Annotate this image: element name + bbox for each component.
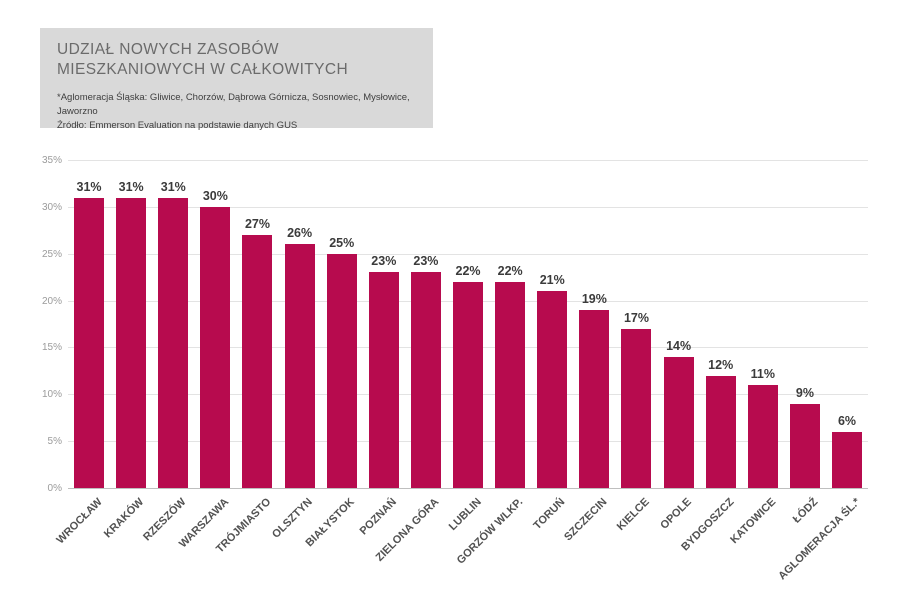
footnote-aglomeracja: *Aglomeracja Śląska: Gliwice, Chorzów, D… [57, 92, 410, 117]
bar-value-label: 25% [329, 235, 355, 250]
bar-value-label: 23% [413, 254, 439, 269]
bar [116, 197, 147, 488]
bar-value-label: 30% [202, 188, 228, 203]
bar-value-label: 31% [118, 179, 144, 194]
bar-slot: 23% [363, 160, 405, 488]
chart-title-line-1: UDZIAŁ NOWYCH ZASOBÓW [57, 41, 279, 58]
y-tick-label: 10% [41, 389, 62, 401]
bar-slot: 31% [68, 160, 110, 488]
chart-title: UDZIAŁ NOWYCH ZASOBÓW MIESZKANIOWYCH W C… [57, 40, 416, 80]
gridline [68, 206, 868, 208]
y-tick-label: 0% [47, 483, 62, 494]
bar-slot: 6% [826, 160, 868, 488]
bar-slot: 23% [405, 160, 447, 488]
bar-chart: 35% 30% 25% 20% 15% 10% 5% 0% 31% 31% 31% 30% 27% 26%… [36, 150, 868, 614]
y-tick-label: 30% [41, 201, 62, 213]
bar [537, 291, 568, 488]
bar-value-label: 21% [539, 273, 565, 288]
bar-slot: 26% [279, 160, 321, 488]
bar [495, 281, 526, 488]
bar-value-label: 27% [244, 216, 270, 231]
y-tick-label: 15% [41, 342, 62, 354]
bar-value-label: 19% [581, 291, 607, 306]
bar [242, 234, 273, 488]
x-axis-baseline [68, 488, 868, 489]
bar-slot: 19% [573, 160, 615, 488]
bar-value-label: 6% [837, 413, 857, 428]
bar [663, 356, 694, 488]
bar [747, 384, 778, 488]
bar-value-label: 31% [160, 179, 186, 194]
bar-value-label: 14% [666, 338, 692, 353]
y-tick-label: 20% [41, 295, 62, 307]
x-category-label: KRAKÓW [102, 496, 147, 541]
bar [326, 253, 357, 488]
bar-slot: 22% [447, 160, 489, 488]
x-category-label: POZNAŃ [357, 496, 400, 538]
bar-slot: 25% [321, 160, 363, 488]
bar-value-label: 12% [708, 357, 734, 372]
bar-value-label: 9% [795, 385, 814, 400]
bar-value-label: 31% [76, 179, 102, 194]
x-category-label: OPOLE [658, 496, 695, 532]
bar [621, 328, 652, 488]
x-category-label: ŁÓDŹ [790, 496, 821, 526]
x-category-label: AGLOMERACJA ŚL.* [776, 496, 863, 583]
bar [200, 206, 231, 488]
bar-slot: 30% [194, 160, 236, 488]
gridline [68, 160, 868, 161]
bar-slot: 12% [700, 160, 742, 488]
bar [284, 244, 315, 488]
x-category-label: LUBLIN [446, 496, 484, 534]
bar-slot: 31% [110, 160, 152, 488]
bar-slot: 14% [658, 160, 700, 488]
bar [410, 272, 441, 488]
bar-slot: 27% [236, 160, 278, 488]
y-tick-label: 25% [41, 248, 62, 260]
bar [453, 281, 484, 488]
gridline [68, 253, 868, 255]
bar-slot: 9% [784, 160, 826, 488]
bar-value-label: 11% [750, 366, 775, 381]
y-tick-label: 35% [41, 155, 62, 166]
bar-slot: 22% [489, 160, 531, 488]
bar-value-label: 22% [455, 263, 481, 278]
bar-slot: 21% [531, 160, 573, 488]
bar-value-label: 17% [623, 310, 649, 325]
bar [368, 272, 399, 488]
chart-header-box: UDZIAŁ NOWYCH ZASOBÓW MIESZKANIOWYCH W C… [40, 28, 433, 131]
bar-slot: 31% [152, 160, 194, 488]
x-category-label: KIELCE [614, 496, 652, 534]
x-category-label: WROCŁAW [54, 496, 105, 547]
x-category-label: TORUŃ [531, 496, 568, 533]
footnote-source: Źródło: Emmerson Evaluation na podstawie… [57, 120, 298, 131]
bar-value-label: 23% [371, 254, 397, 269]
bar [705, 375, 736, 488]
chart-footnote: *Aglomeracja Śląska: Gliwice, Chorzów, D… [57, 91, 416, 133]
bars-container: 31% 31% 31% 30% 27% 26% 25% 23% 23% 22% 22% 21% 19% 1… [68, 160, 868, 488]
bar [832, 431, 863, 488]
bar-slot: 17% [615, 160, 657, 488]
bar-slot: 11% [742, 160, 784, 488]
bar-value-label: 22% [497, 263, 523, 278]
x-category-label: SZCZECIN [562, 496, 610, 544]
bar [579, 309, 610, 488]
chart-title-line-2: MIESZKANIOWYCH W CAŁKOWITYCH [57, 61, 349, 78]
bar [789, 403, 820, 488]
bar-value-label: 26% [287, 226, 313, 241]
bar [74, 197, 105, 488]
y-tick-label: 5% [47, 436, 62, 448]
bar [158, 197, 189, 488]
